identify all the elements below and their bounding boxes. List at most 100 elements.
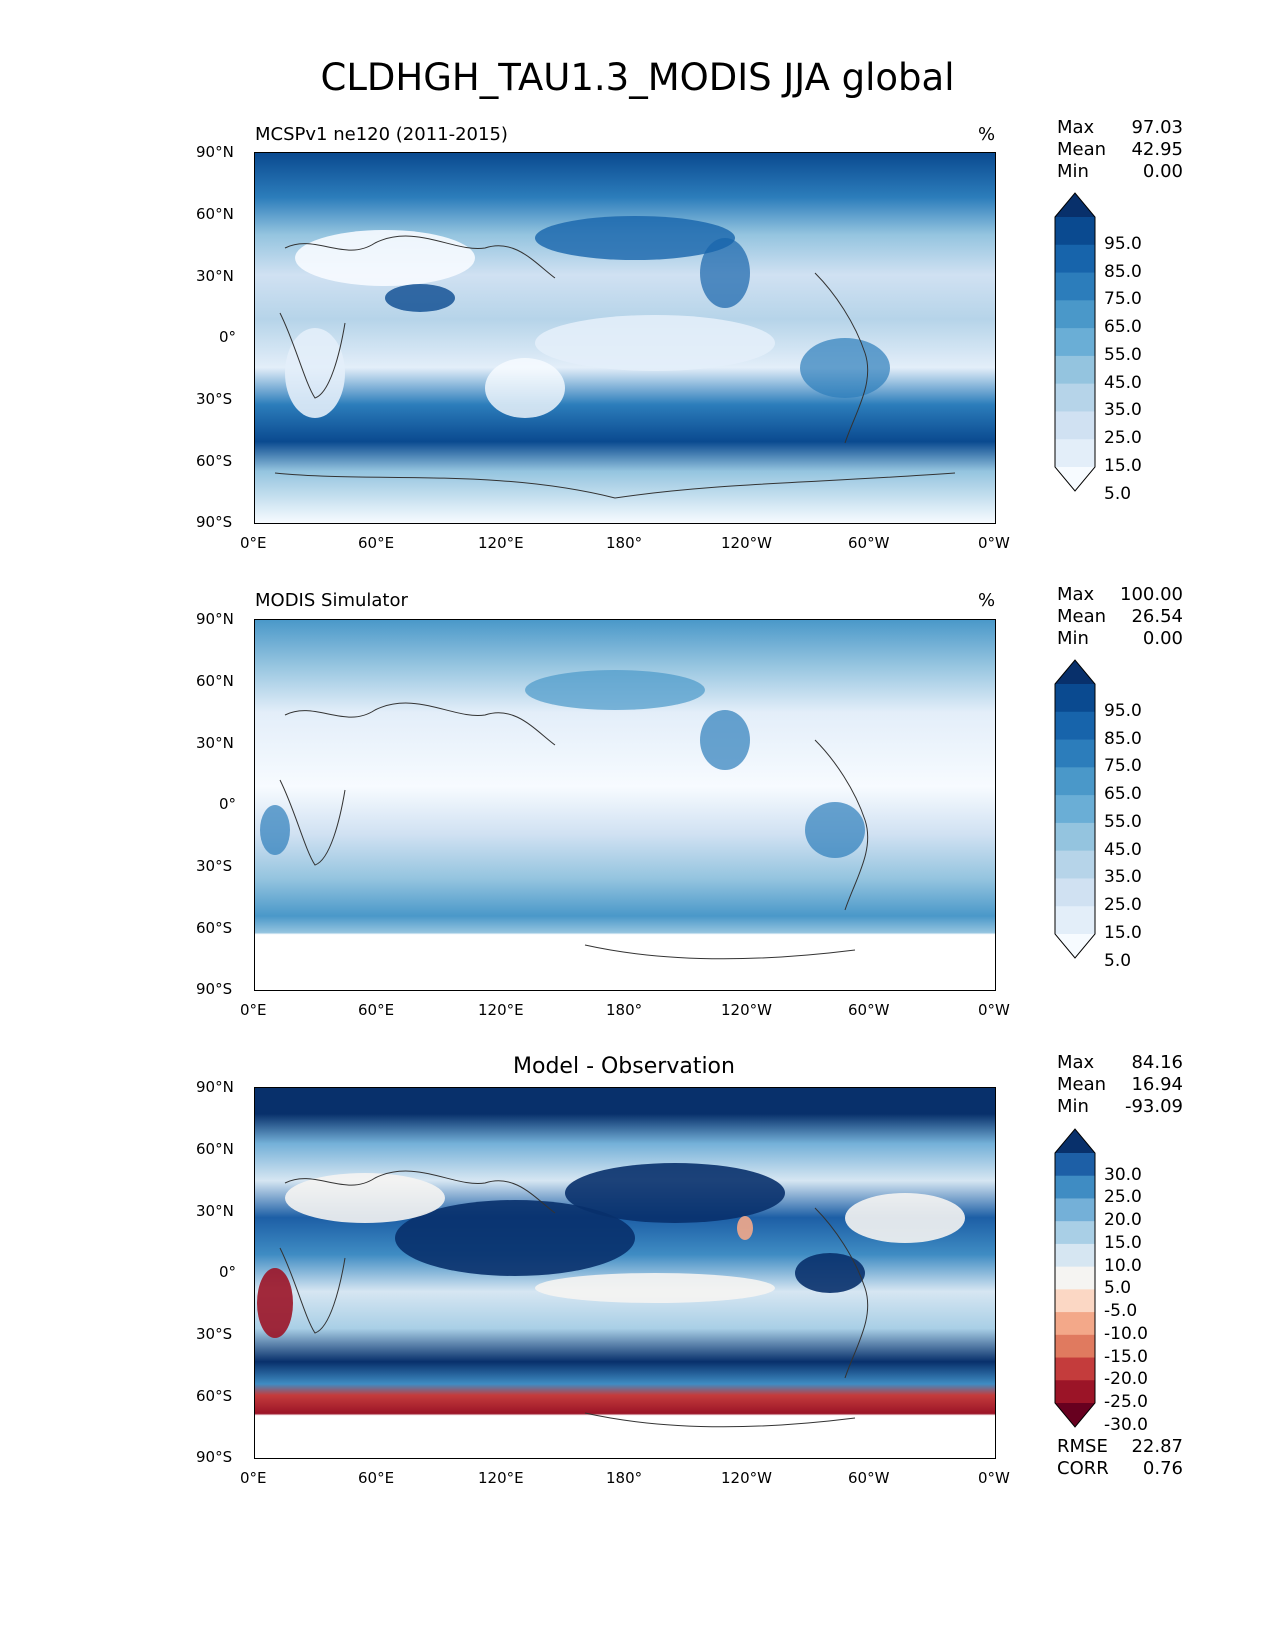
stat-min: Min 0.00: [1057, 161, 1183, 182]
panel-1-ytick: 30°N: [196, 267, 234, 285]
colorbar-swatch: [1055, 439, 1095, 468]
panel-3-xtick: 0°E: [240, 1469, 267, 1487]
panel-3-ytick: 30°N: [196, 1202, 234, 1220]
panel-2-ytick: 90°N: [196, 610, 234, 628]
panel-2-title: MODIS Simulator: [255, 590, 408, 611]
panel-1-title: MCSPv1 ne120 (2011-2015): [255, 124, 508, 145]
colorbar-swatch: [1055, 795, 1095, 824]
panel-2-xtick: 120°W: [721, 1001, 772, 1019]
panel-1-xtick: 60°E: [358, 534, 395, 552]
colorbar-tick-label: 85.0: [1104, 728, 1142, 749]
colorbar-svg: [1054, 192, 1096, 492]
panel-1-ytick: 60°S: [196, 452, 233, 470]
colorbar-tick-label: -20.0: [1104, 1369, 1148, 1390]
panel-1-ytick: 90°N: [196, 143, 234, 161]
panel-3-map: [254, 1087, 996, 1459]
colorbar-tick-label: 95.0: [1104, 700, 1142, 721]
colorbar-swatch: [1055, 850, 1095, 879]
colorbar-tick-label: 25.0: [1104, 428, 1142, 449]
panel-2-unit: %: [978, 590, 996, 611]
colorbar-swatch: [1055, 711, 1095, 741]
panel-2-ytick: 60°S: [196, 919, 233, 937]
panel-2-xtick: 0°W: [978, 1001, 1010, 1019]
colorbar-tick-label: 10.0: [1104, 1255, 1142, 1276]
panel-3-field: [255, 1088, 995, 1458]
colorbar-swatch: [1055, 1266, 1095, 1290]
panel-3-title: Model - Observation: [513, 1054, 735, 1079]
panel-2-xtick: 120°E: [478, 1001, 524, 1019]
stat-max: Max 84.16: [1057, 1052, 1183, 1073]
colorbar-tick-label: -30.0: [1104, 1414, 1148, 1435]
panel-2-ytick: 30°S: [196, 857, 233, 875]
panel-2-xtick: 60°W: [848, 1001, 890, 1019]
panel-1-colorbar: 95.0 85.0 75.0 65.0 55.0 45.0 35.0 25.0 15.0 5.0: [1054, 192, 1142, 504]
colorbar-tick-label: 45.0: [1104, 839, 1142, 860]
colorbar-tick-label: 55.0: [1104, 344, 1142, 365]
stat-mean: Mean 26.54: [1057, 606, 1183, 627]
panel-3-ytick: 90°N: [196, 1078, 234, 1096]
panel-3-ytick: 90°S: [196, 1448, 233, 1466]
stat-min: Min 0.00: [1057, 628, 1183, 649]
colorbar-tick-label: 5.0: [1104, 483, 1132, 504]
panel-1-xtick: 180°: [606, 534, 643, 552]
panel-2-stats: Max 100.00 Mean 26.54 Min 0.00: [1057, 584, 1183, 650]
panel-2-map: [254, 619, 996, 991]
colorbar-swatch: [1055, 684, 1095, 713]
panel-1-ytick: 0°: [219, 328, 237, 346]
panel-3-metrics: RMSE 22.87 CORR 0.76: [1057, 1436, 1183, 1480]
panel-3-xtick: 60°E: [358, 1469, 395, 1487]
panel-2-field: [255, 620, 995, 990]
colorbar-svg: [1054, 659, 1096, 959]
colorbar-tick-label: 65.0: [1104, 317, 1142, 338]
colorbar-tick-label: 75.0: [1104, 756, 1142, 777]
colorbar-swatch: [1055, 1175, 1095, 1199]
panel-1-xtick: 120°E: [478, 534, 524, 552]
colorbar-tick-label: 45.0: [1104, 372, 1142, 393]
colorbar-swatch: [1055, 1357, 1095, 1381]
colorbar-tick-label: 55.0: [1104, 811, 1142, 832]
colorbar-tick-label: 95.0: [1104, 233, 1142, 254]
panel-2-xtick: 60°E: [358, 1001, 395, 1019]
colorbar-swatch: [1055, 244, 1095, 274]
colorbar-swatch: [1055, 878, 1095, 907]
colorbar-tick-label: 15.0: [1104, 456, 1142, 476]
colorbar-tick-label: 20.0: [1104, 1210, 1142, 1231]
panel-3-xtick: 60°W: [848, 1469, 890, 1487]
colorbar-swatch: [1055, 300, 1095, 329]
stat-max: Max 97.03: [1057, 117, 1183, 138]
colorbar-extend-bottom: [1055, 1403, 1095, 1427]
figure-title: CLDHGH_TAU1.3_MODIS JJA global: [320, 56, 955, 99]
panel-2-xtick: 0°E: [240, 1001, 267, 1019]
panel-3-xtick: 120°W: [721, 1469, 772, 1487]
colorbar-swatch: [1055, 383, 1095, 412]
colorbar-tick-label: 75.0: [1104, 289, 1142, 310]
panel-1-stats: Max 97.03 Mean 42.95 Min 0.00: [1057, 117, 1183, 183]
colorbar-swatch: [1055, 1380, 1095, 1404]
colorbar-tick-label: 15.0: [1104, 1232, 1142, 1253]
colorbar-tick-label: 25.0: [1104, 895, 1142, 916]
colorbar-svg: [1054, 1128, 1096, 1428]
panel-3-stats: Max 84.16 Mean 16.94 Min -93.09: [1057, 1052, 1183, 1118]
colorbar-tick-label: 15.0: [1104, 923, 1142, 943]
colorbar-swatch: [1055, 272, 1095, 301]
colorbar-swatch: [1055, 1289, 1095, 1313]
colorbar-swatch: [1055, 739, 1095, 768]
panel-3-ytick: 30°S: [196, 1325, 233, 1343]
colorbar-tick-label: 65.0: [1104, 784, 1142, 805]
metric-corr: CORR 0.76: [1057, 1458, 1183, 1479]
panel-1-xtick: 120°W: [721, 534, 772, 552]
panel-3-xtick: 0°W: [978, 1469, 1010, 1487]
colorbar-tick-label: -25.0: [1104, 1392, 1148, 1412]
colorbar-extend-top: [1055, 660, 1095, 684]
panel-1-unit: %: [978, 124, 996, 145]
panel-1-ytick: 30°S: [196, 390, 233, 408]
panel-1-ytick: 60°N: [196, 205, 234, 223]
colorbar-swatch: [1055, 906, 1095, 935]
panel-1-ytick: 90°S: [196, 513, 233, 531]
stat-mean: Mean 42.95: [1057, 139, 1183, 160]
colorbar-extend-top: [1055, 193, 1095, 217]
colorbar-swatch: [1055, 1334, 1095, 1359]
colorbar-tick-label: 85.0: [1104, 261, 1142, 282]
panel-1-map: [254, 152, 996, 524]
colorbar-tick-label: 5.0: [1104, 950, 1132, 971]
